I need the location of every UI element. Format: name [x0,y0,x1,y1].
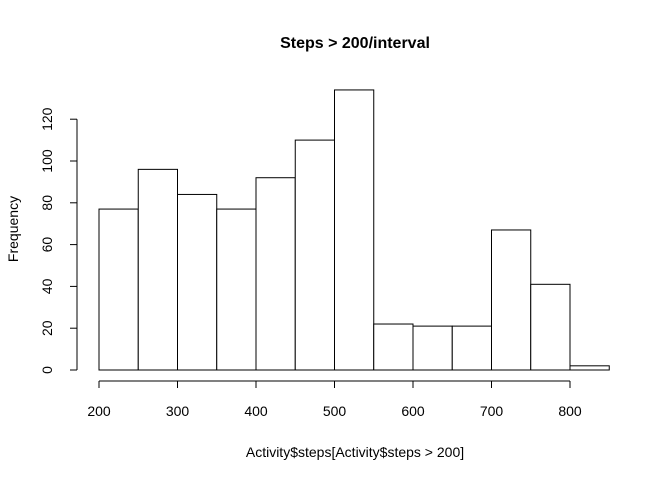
x-axis-label: Activity$steps[Activity$steps > 200] [246,444,464,460]
y-tick-label: 0 [39,366,55,374]
x-tick-label: 200 [87,403,111,419]
histogram-bar [569,365,610,371]
histogram-bars [98,89,610,371]
histogram-bar [412,325,453,371]
histogram-bar [451,325,492,371]
x-tick-label: 500 [323,403,347,419]
y-tick-label: 100 [39,149,55,173]
histogram-bar [530,283,571,371]
y-tick-label: 20 [39,320,55,336]
y-axis: 0 20 40 60 80 100 120 [39,107,78,374]
x-axis: 200 300 400 500 600 700 800 [87,380,582,419]
chart-title: Steps > 200/interval [280,35,430,52]
histogram-bar [255,177,296,371]
histogram-bar [177,193,218,371]
y-tick-label: 40 [39,278,55,294]
histogram-bar [491,229,532,371]
x-tick-label: 700 [480,403,504,419]
y-tick-label: 120 [39,107,55,131]
y-tick-label: 80 [39,195,55,211]
histogram-bar [137,168,178,371]
histogram-bar [294,139,335,371]
y-tick-label: 60 [39,237,55,253]
histogram-bar [373,323,414,371]
histogram-bar [216,208,257,371]
x-tick-label: 600 [401,403,425,419]
x-tick-label: 400 [244,403,268,419]
x-tick-label: 300 [166,403,190,419]
y-axis-label: Frequency [5,196,21,262]
x-tick-label: 800 [558,403,582,419]
histogram-bar [334,89,375,371]
histogram-bar [98,208,139,371]
